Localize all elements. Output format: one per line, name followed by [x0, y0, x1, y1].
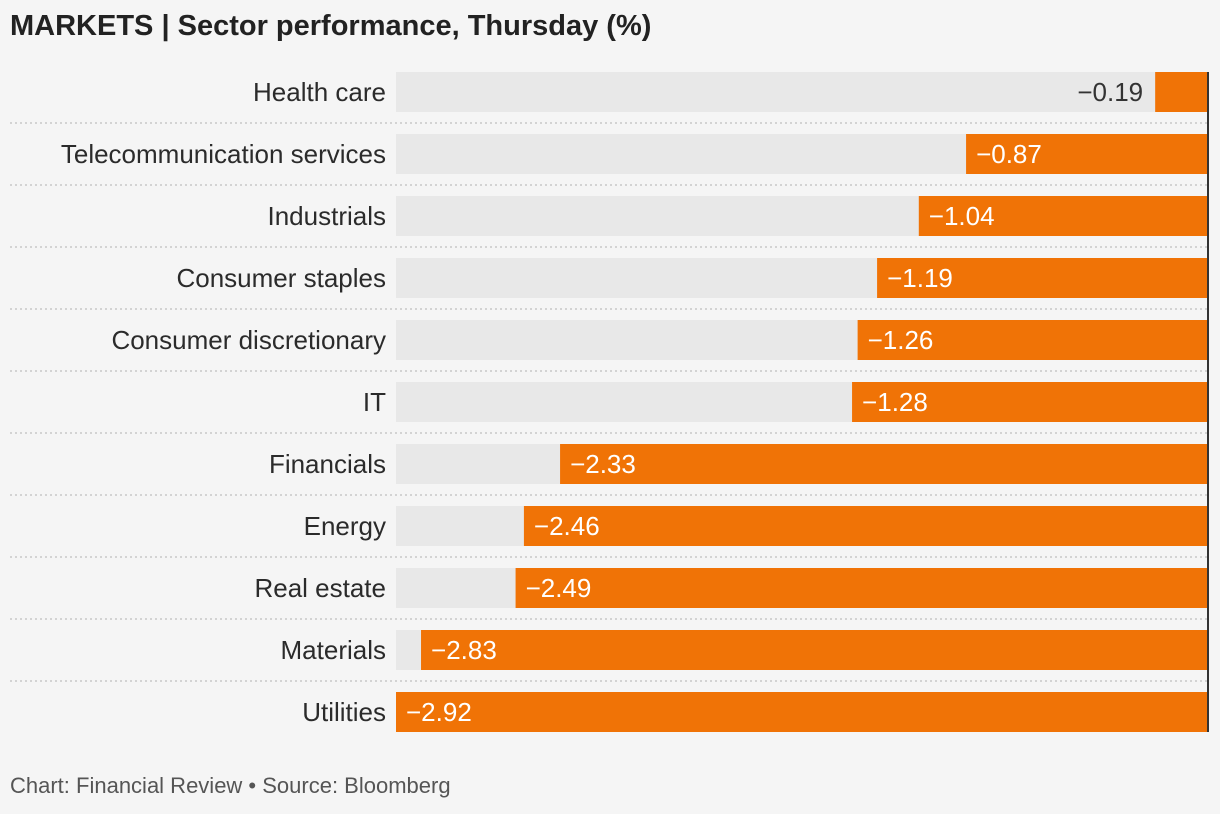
category-label: Consumer discretionary [111, 325, 386, 355]
value-label: −0.19 [1077, 77, 1143, 107]
value-label: −1.28 [862, 387, 928, 417]
bar [523, 506, 1208, 546]
value-label: −0.87 [976, 139, 1042, 169]
bar [877, 258, 1208, 298]
value-label: −1.04 [929, 201, 995, 231]
value-label: −1.26 [868, 325, 934, 355]
category-label: IT [363, 387, 386, 417]
bar [857, 320, 1208, 360]
category-label: Energy [304, 511, 386, 541]
bar [918, 196, 1208, 236]
value-label: −1.19 [887, 263, 953, 293]
bar [560, 444, 1208, 484]
bar [1155, 72, 1208, 112]
category-label: Materials [281, 635, 386, 665]
value-label: −2.49 [526, 573, 592, 603]
bar [396, 692, 1208, 732]
category-label: Industrials [268, 201, 387, 231]
category-label: Telecommunication services [61, 139, 386, 169]
value-label: −2.33 [570, 449, 636, 479]
category-label: Health care [253, 77, 386, 107]
value-label: −2.92 [406, 697, 472, 727]
category-label: Real estate [254, 573, 386, 603]
chart-footer: Chart: Financial Review • Source: Bloomb… [10, 773, 451, 798]
chart-rows: Health care −0.19 Telecommunication servic… [10, 72, 1208, 732]
bar [515, 568, 1208, 608]
bar [852, 382, 1208, 422]
value-label: −2.46 [534, 511, 600, 541]
bar [966, 134, 1208, 174]
chart-title: MARKETS | Sector performance, Thursday (… [10, 10, 652, 42]
category-label: Consumer staples [176, 263, 386, 293]
bar-track [396, 72, 1208, 112]
value-label: −2.83 [431, 635, 497, 665]
category-label: Utilities [302, 697, 386, 727]
bar [421, 630, 1208, 670]
category-label: Financials [269, 449, 386, 479]
